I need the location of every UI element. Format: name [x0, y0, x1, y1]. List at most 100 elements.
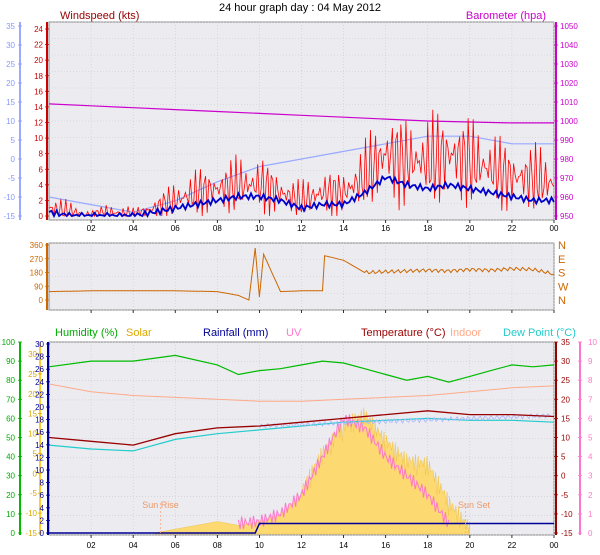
uv-tick-label: 1 — [588, 510, 593, 519]
temperature-tick-label: -5 — [561, 491, 569, 500]
legend-label: Temperature (°C) — [361, 327, 445, 339]
legend-label: Indoor — [450, 327, 482, 339]
humidity-tick-label: 70 — [6, 395, 15, 404]
temperature-time-label: 04 — [129, 541, 138, 550]
barometer-tick-label: 1000 — [560, 117, 578, 126]
rainfall-tick-label: 20 — [35, 403, 44, 412]
barometer-tick-label: 1010 — [560, 98, 578, 107]
windspeed-tick-label: 20 — [34, 56, 43, 65]
windspeed-tick-label: 4 — [39, 181, 44, 190]
temperature-tick-label: 15 — [561, 414, 570, 423]
light-blue-tick-label: 25 — [6, 60, 15, 69]
uv-tick-label: 3 — [588, 472, 593, 481]
temperature-time-label: 18 — [423, 541, 432, 550]
windspeed-tick-label: 14 — [34, 103, 43, 112]
temperature-tick-label: -10 — [561, 510, 573, 519]
legend-label: Solar — [126, 327, 152, 339]
rainfall-tick-label: 28 — [35, 353, 44, 362]
rainfall-tick-label: 16 — [35, 428, 44, 437]
sun-set-label: Sun Set — [458, 500, 491, 510]
temperature-tick-label: 20 — [561, 395, 570, 404]
windspeed-tick-label: 24 — [34, 25, 43, 34]
solar-tick-label: 25 — [28, 370, 37, 379]
barometer-tick-label: 960 — [560, 193, 574, 202]
windspeed-tick-label: 10 — [34, 134, 43, 143]
humidity-tick-label: 50 — [6, 434, 15, 443]
temperature-time-label: 22 — [507, 541, 516, 550]
uv-tick-label: 9 — [588, 357, 593, 366]
solar-tick-label: 5 — [33, 449, 38, 458]
compass-label: W — [558, 281, 569, 293]
temperature-time-label: 10 — [255, 541, 264, 550]
temperature-time-label: 00 — [550, 541, 559, 550]
rainfall-tick-label: 10 — [35, 466, 44, 475]
barometer-tick-label: 970 — [560, 174, 574, 183]
rainfall-tick-label: 2 — [40, 516, 45, 525]
direction-tick-label: 90 — [34, 282, 43, 291]
rainfall-tick-label: 22 — [35, 390, 44, 399]
humidity-tick-label: 80 — [6, 376, 15, 385]
wind-time-label: 06 — [171, 224, 180, 233]
humidity-line — [48, 354, 555, 383]
barometer-tick-label: 1050 — [560, 22, 578, 31]
temperature-time-label: 08 — [213, 541, 222, 550]
temperature-panel: Humidity (%) Solar Rainfall (mm) UV Temperat… — [2, 327, 598, 550]
rainfall-tick-label: 12 — [35, 453, 44, 462]
rainfall-tick-label: 14 — [35, 441, 44, 450]
legend-label: Dew Point (°C) — [503, 327, 576, 339]
light-blue-tick-label: -10 — [3, 193, 15, 202]
direction-tick-label: 180 — [30, 269, 44, 278]
light-blue-line — [48, 135, 554, 213]
uv-tick-label: 0 — [588, 529, 593, 538]
temperature-time-label: 20 — [465, 541, 474, 550]
temperature-tick-label: 10 — [561, 434, 570, 443]
wind-panel: Windspeed (kts) Barometer (hpa) 02 04 06 08… — [3, 10, 578, 233]
windspeed-tick-label: 8 — [39, 150, 44, 159]
temperature-time-label: 16 — [381, 541, 390, 550]
uv-tick-label: 5 — [588, 434, 593, 443]
temperature-time-label: 06 — [171, 541, 180, 550]
rainfall-tick-label: 30 — [35, 340, 44, 349]
rainfall-tick-label: 24 — [35, 378, 44, 387]
windspeed-tick-label: 22 — [34, 41, 43, 50]
legend-label: Rainfall (mm) — [203, 327, 268, 339]
humidity-tick-label: 10 — [6, 510, 15, 519]
humidity-tick-label: 90 — [6, 357, 15, 366]
wind-time-label: 16 — [381, 224, 390, 233]
barometer-tick-label: 980 — [560, 155, 574, 164]
rainfall-tick-label: 18 — [35, 416, 44, 425]
barometer-tick-label: 1020 — [560, 79, 578, 88]
temperature-time-label: 12 — [297, 541, 306, 550]
light-blue-tick-label: 15 — [6, 98, 15, 107]
compass-label: E — [558, 254, 565, 266]
chart-title: 24 hour graph day : 04 May 2012 — [219, 2, 381, 14]
humidity-tick-label: 60 — [6, 414, 15, 423]
solar-area — [153, 407, 471, 535]
dew-point-line — [48, 417, 555, 452]
temperature-time-label: 02 — [87, 541, 96, 550]
light-blue-temperature-line — [259, 413, 553, 429]
rainfall-tick-label: 0 — [40, 529, 45, 538]
windspeed-tick-label: 12 — [34, 119, 43, 128]
temperature-tick-label: 30 — [561, 357, 570, 366]
rainfall-line — [49, 522, 554, 534]
compass-label: S — [558, 268, 565, 280]
direction-tick-label: 360 — [30, 241, 44, 250]
temperature-line — [48, 410, 555, 446]
rainfall-tick-label: 8 — [40, 479, 45, 488]
uv-tick-label: 7 — [588, 395, 593, 404]
gust-average-line — [48, 174, 555, 219]
wind-direction-line — [49, 248, 555, 301]
uv-line — [237, 414, 450, 530]
uv-tick-label: 10 — [588, 338, 597, 347]
light-blue-tick-label: 35 — [6, 22, 15, 31]
light-blue-tick-label: 0 — [11, 155, 16, 164]
temperature-tick-label: 0 — [561, 472, 566, 481]
windspeed-tick-label: 6 — [39, 165, 44, 174]
legend-label: Humidity (%) — [55, 327, 118, 339]
compass-label: N — [558, 240, 566, 252]
light-blue-tick-label: 5 — [11, 136, 16, 145]
wind-time-label: 12 — [297, 224, 306, 233]
sun-rise-label: Sun Rise — [142, 500, 179, 510]
wind-time-label: 10 — [255, 224, 264, 233]
